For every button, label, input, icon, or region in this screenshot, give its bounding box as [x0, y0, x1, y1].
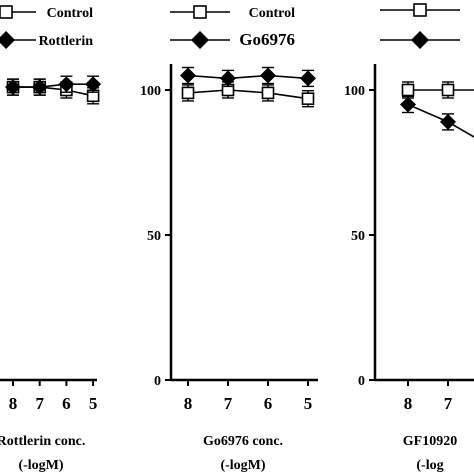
panel2-series-2-point [180, 67, 196, 84]
panel1-x-tick-label: 5 [89, 394, 98, 413]
panel3-legend-marker-1 [413, 3, 427, 17]
panel2-legend-marker-1 [193, 5, 207, 19]
panel3-series-1-point [441, 83, 455, 97]
panel1-x-tick-label: 6 [62, 394, 71, 413]
panel2-y-tick-label: 50 [147, 229, 161, 244]
panel1-legend-marker-1 [0, 5, 13, 19]
panel2-series-2-line [187, 74, 309, 80]
panel3-series-1-point [401, 83, 415, 97]
panel3-x-tick-label: 8 [404, 394, 413, 413]
panel1-series-2-line [13, 83, 94, 88]
panel3-series-2-line [407, 103, 474, 138]
panel1-legend-marker-2 [0, 31, 15, 49]
panel2-x-label-line1: Go6976 conc. [203, 434, 283, 449]
panel3-x-label-line2: (-log [416, 458, 443, 473]
panel3-y-tick-label: 0 [358, 374, 365, 389]
panel2-series-2-point [300, 70, 316, 87]
panel2-legend-label-1: Control [249, 6, 296, 21]
panel3-series-2-point [440, 113, 456, 130]
panel1-x-label-line2: (-logM) [18, 458, 63, 473]
panel1-series-2-point [5, 79, 21, 96]
panel2-y-tick-label: 0 [154, 374, 161, 389]
panel1-x-label-line1: Rottlerin conc. [0, 434, 85, 449]
panel2-series-2-point [260, 67, 276, 84]
panel2-series-2-point [220, 70, 236, 87]
panel2-series-1-point [261, 86, 275, 100]
panel2-series-1-point [301, 92, 315, 105]
panel1-legend-label-1: Control [47, 6, 94, 21]
panel3-series-2-point [400, 96, 416, 113]
panel3-y-tick-label: 100 [344, 84, 365, 99]
panel1-legend-label-2: Rottlerin [39, 34, 94, 49]
panel2-x-tick-label: 5 [304, 394, 313, 413]
panel2-legend-label-2: Go6976 [239, 30, 295, 49]
panel3-y-tick-label: 50 [351, 229, 365, 244]
panel3-x-tick-label: 7 [444, 394, 453, 413]
panel2-x-tick-label: 8 [184, 394, 193, 413]
panel1-series-2-point [85, 76, 102, 93]
panel2-series-1-line [187, 89, 309, 100]
panel1-series-2-point [31, 79, 48, 96]
panel2-x-tick-label: 6 [264, 394, 273, 413]
panel1-series-2-point [58, 76, 75, 93]
panel1-x-tick-label: 8 [9, 394, 18, 413]
panel3-x-label-line1: GF10920 [403, 434, 457, 449]
panel1-x-tick-label: 7 [35, 394, 44, 413]
panel2-y-tick-label: 100 [140, 84, 161, 99]
panel3-legend-marker-2 [411, 31, 429, 49]
panel2-series-1-point [181, 86, 195, 100]
panel2-x-label-line2: (-logM) [220, 458, 265, 473]
panel2-legend-marker-2 [191, 31, 209, 49]
panel2-x-tick-label: 7 [224, 394, 233, 413]
panel1-series-1-line [13, 86, 94, 97]
